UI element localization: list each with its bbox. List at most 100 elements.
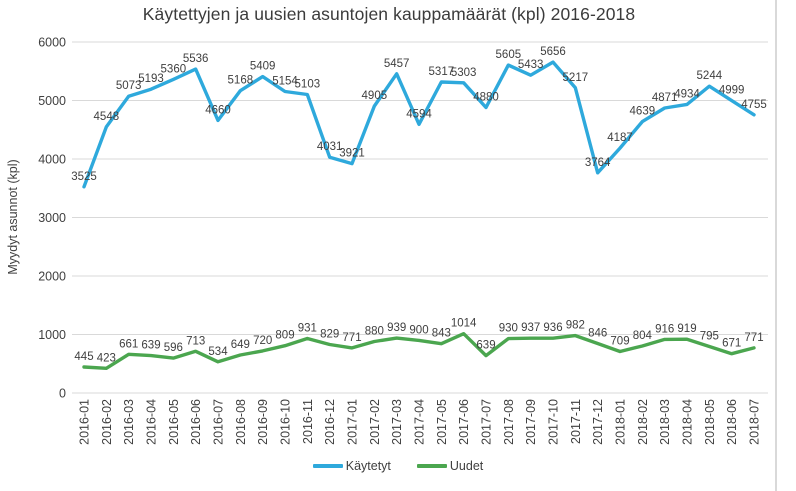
gridlines bbox=[72, 41, 768, 394]
data-label: 4934 bbox=[674, 88, 700, 100]
data-label: 4594 bbox=[406, 108, 432, 120]
x-tick-label: 2017-08 bbox=[502, 399, 516, 445]
data-label: 649 bbox=[231, 339, 250, 351]
data-label: 5536 bbox=[183, 53, 209, 65]
x-tick-label: 2016-08 bbox=[234, 399, 248, 445]
data-label: 3921 bbox=[339, 148, 365, 160]
x-tick-label: 2017-11 bbox=[569, 399, 583, 444]
data-label: 843 bbox=[432, 328, 451, 340]
x-tick-label: 2017-07 bbox=[480, 399, 494, 445]
data-label: 639 bbox=[476, 340, 495, 352]
x-tick-label: 2016-01 bbox=[78, 399, 92, 445]
x-tick-label: 2018-01 bbox=[614, 399, 628, 445]
x-tick-label: 2018-03 bbox=[658, 399, 672, 445]
data-label: 5244 bbox=[697, 70, 723, 82]
x-tick-label: 2016-03 bbox=[122, 399, 136, 445]
x-tick-label: 2016-07 bbox=[212, 399, 226, 445]
chart-legend: Käytetyt Uudet bbox=[0, 459, 796, 473]
y-tick-label: 0 bbox=[59, 387, 66, 401]
x-tick-label: 2018-06 bbox=[725, 399, 739, 445]
data-label: 4880 bbox=[473, 92, 499, 104]
data-label: 5103 bbox=[295, 79, 321, 91]
x-tick-label: 2016-02 bbox=[100, 399, 114, 445]
data-label: 4639 bbox=[630, 106, 656, 118]
legend-item-kaytetyt: Käytetyt bbox=[312, 459, 391, 473]
data-label: 4871 bbox=[652, 92, 678, 104]
data-label: 596 bbox=[164, 342, 183, 354]
data-label: 4660 bbox=[205, 104, 231, 116]
data-label: 5360 bbox=[161, 63, 187, 75]
x-tick-label: 2017-04 bbox=[413, 399, 427, 445]
x-tick-label: 2017-01 bbox=[346, 399, 360, 445]
x-tick-label: 2016-04 bbox=[145, 399, 159, 445]
y-axis-tick-labels: 0 1000 2000 3000 4000 5000 6000 bbox=[38, 36, 66, 401]
x-tick-label: 2018-05 bbox=[703, 399, 717, 445]
x-tick-label: 2017-02 bbox=[368, 399, 382, 445]
y-tick-label: 3000 bbox=[38, 211, 66, 225]
window-right-edge bbox=[775, 0, 777, 491]
data-label: 709 bbox=[610, 336, 629, 348]
y-tick-label: 2000 bbox=[38, 270, 66, 284]
data-label: 5217 bbox=[563, 72, 589, 84]
x-tick-label: 2016-10 bbox=[279, 399, 293, 445]
y-tick-label: 1000 bbox=[38, 328, 66, 342]
data-label: 534 bbox=[208, 346, 228, 358]
data-label: 982 bbox=[566, 320, 585, 332]
data-label: 4999 bbox=[719, 85, 745, 97]
x-tick-label: 2016-05 bbox=[167, 399, 181, 445]
data-label: 829 bbox=[320, 329, 339, 341]
x-tick-label: 2018-02 bbox=[636, 399, 650, 445]
data-label: 5073 bbox=[116, 80, 142, 92]
legend-label-kaytetyt: Käytetyt bbox=[345, 459, 391, 473]
data-label: 671 bbox=[722, 338, 741, 350]
data-label: 809 bbox=[275, 330, 294, 342]
data-label: 713 bbox=[186, 335, 205, 347]
x-tick-label: 2016-12 bbox=[323, 399, 337, 445]
x-tick-label: 2018-04 bbox=[681, 399, 695, 445]
y-tick-label: 6000 bbox=[38, 36, 66, 50]
data-label: 4905 bbox=[362, 90, 388, 102]
y-axis-title: Myydyt asunnot (kpl) bbox=[6, 159, 20, 274]
data-label: 4548 bbox=[94, 111, 120, 123]
data-label: 5317 bbox=[429, 66, 455, 78]
data-label: 3764 bbox=[585, 157, 611, 169]
data-label: 5656 bbox=[540, 46, 566, 58]
data-label: 916 bbox=[655, 323, 674, 335]
series-line-uudet bbox=[82, 332, 756, 370]
data-label: 846 bbox=[588, 328, 607, 340]
data-label: 771 bbox=[342, 332, 361, 344]
data-label: 4755 bbox=[741, 99, 767, 111]
x-tick-label: 2016-09 bbox=[256, 399, 270, 445]
y-tick-label: 4000 bbox=[38, 153, 66, 167]
data-label: 804 bbox=[633, 330, 653, 342]
data-label: 937 bbox=[521, 322, 540, 334]
x-tick-label: 2017-03 bbox=[390, 399, 404, 445]
x-axis-tick-labels: 2016-01 2016-02 2016-03 2016-04 2016-05 2016-… bbox=[78, 399, 762, 445]
data-label: 4031 bbox=[317, 141, 343, 153]
chart-title: Käytettyjen ja uusien asuntojen kauppamä… bbox=[142, 4, 636, 24]
y-tick-label: 5000 bbox=[38, 94, 66, 108]
data-label: 795 bbox=[700, 331, 719, 343]
data-label: 5409 bbox=[250, 61, 276, 73]
data-label: 930 bbox=[499, 323, 518, 335]
x-tick-label: 2016-06 bbox=[189, 399, 203, 445]
legend-swatch-uudet bbox=[416, 464, 447, 468]
data-label: 3525 bbox=[71, 171, 97, 183]
data-label: 5154 bbox=[272, 76, 298, 88]
x-tick-label: 2017-06 bbox=[457, 399, 471, 445]
data-label: 639 bbox=[141, 340, 160, 352]
data-label: 931 bbox=[298, 323, 317, 335]
data-label: 423 bbox=[97, 352, 116, 364]
data-label: 5303 bbox=[451, 67, 477, 79]
legend-swatch-kaytetyt bbox=[312, 464, 343, 468]
x-tick-label: 2017-10 bbox=[547, 399, 561, 445]
data-label: 5433 bbox=[518, 59, 544, 71]
data-label: 936 bbox=[543, 322, 562, 334]
data-label: 771 bbox=[744, 332, 763, 344]
data-label: 5168 bbox=[228, 75, 254, 87]
data-label: 900 bbox=[409, 324, 428, 336]
data-label: 720 bbox=[253, 335, 272, 347]
legend-item-uudet: Uudet bbox=[416, 459, 483, 473]
